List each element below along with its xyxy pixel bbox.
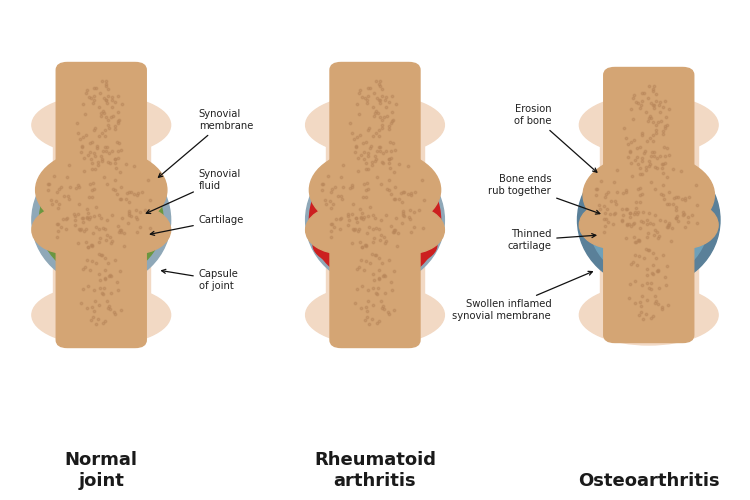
FancyBboxPatch shape — [56, 62, 146, 198]
Ellipse shape — [306, 154, 444, 286]
Text: Bone ends
rub together: Bone ends rub together — [488, 174, 600, 214]
Text: Synovial
fluid: Synovial fluid — [146, 169, 241, 214]
FancyBboxPatch shape — [326, 125, 424, 315]
Ellipse shape — [43, 211, 159, 248]
Ellipse shape — [32, 95, 170, 155]
Text: Erosion
of bone: Erosion of bone — [514, 104, 597, 172]
Ellipse shape — [306, 206, 376, 254]
Text: Osteoarthritis: Osteoarthritis — [578, 472, 719, 490]
Ellipse shape — [584, 154, 714, 236]
Ellipse shape — [314, 162, 436, 228]
Ellipse shape — [591, 206, 706, 244]
Text: Capsule
of joint: Capsule of joint — [161, 269, 238, 291]
Ellipse shape — [51, 198, 152, 242]
FancyBboxPatch shape — [330, 222, 420, 348]
Ellipse shape — [306, 95, 444, 155]
Ellipse shape — [578, 152, 720, 288]
Ellipse shape — [32, 154, 170, 286]
Ellipse shape — [99, 206, 170, 254]
Text: Thinned
cartilage: Thinned cartilage — [507, 229, 596, 251]
Ellipse shape — [314, 220, 436, 270]
FancyBboxPatch shape — [604, 218, 694, 342]
Ellipse shape — [646, 201, 718, 248]
Ellipse shape — [39, 161, 164, 279]
Text: Synovial
membrane: Synovial membrane — [158, 109, 253, 178]
Ellipse shape — [374, 206, 444, 254]
FancyBboxPatch shape — [53, 125, 150, 315]
Ellipse shape — [316, 211, 434, 248]
Text: Cartilage: Cartilage — [150, 215, 244, 236]
FancyBboxPatch shape — [330, 62, 420, 198]
Ellipse shape — [309, 148, 441, 231]
Ellipse shape — [579, 95, 718, 155]
FancyBboxPatch shape — [56, 222, 146, 348]
Ellipse shape — [32, 206, 104, 254]
Text: Rheumatoid
arthritis: Rheumatoid arthritis — [314, 451, 436, 490]
Ellipse shape — [306, 285, 444, 345]
Text: Swollen inflamed
synovial membrane: Swollen inflamed synovial membrane — [452, 272, 592, 321]
FancyBboxPatch shape — [600, 125, 698, 315]
Ellipse shape — [32, 285, 170, 345]
Ellipse shape — [579, 201, 650, 248]
FancyBboxPatch shape — [604, 68, 694, 202]
Text: Normal
joint: Normal joint — [64, 451, 138, 490]
Ellipse shape — [309, 156, 441, 284]
Ellipse shape — [579, 285, 718, 345]
Ellipse shape — [589, 160, 709, 280]
Ellipse shape — [36, 148, 166, 231]
